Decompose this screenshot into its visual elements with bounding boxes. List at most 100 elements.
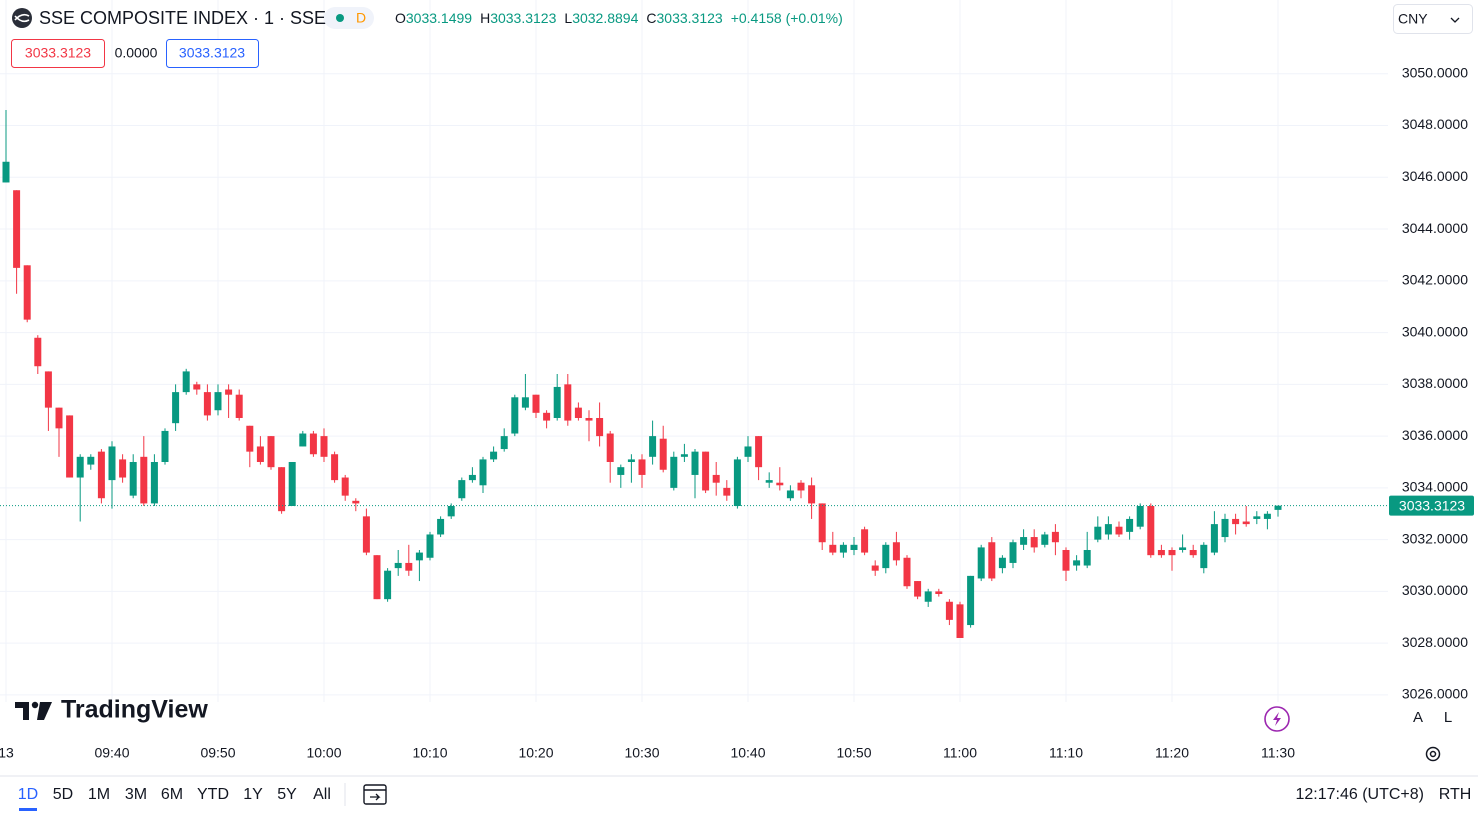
x-tick-label: 10:40 [730,745,765,761]
candle-body [267,436,275,468]
x-tick-label: 10:30 [624,745,659,761]
candle-body [511,397,519,434]
plot-area [0,0,1388,702]
range-buttons: 1D 5D 1M 3M 6M YTD 1Y 5Y All [18,786,331,811]
currency-select[interactable] [1393,4,1473,34]
logo-mark [15,702,29,720]
candle-body [161,430,169,462]
candle-body [956,604,964,638]
x-tick-label: 09:40 [94,745,129,761]
lightning-icon [1273,712,1281,726]
range-button[interactable]: 5D [53,786,73,803]
goto-date-button[interactable] [363,784,387,805]
calendar-arrow [370,793,381,801]
range-button[interactable]: 1Y [243,786,263,803]
last-price-label: 3033.3123 [1399,497,1465,513]
y-tick-label: 3032.0000 [1402,530,1468,546]
candle-body [574,407,582,418]
candle-body [702,451,710,491]
candle-body [977,547,985,579]
candle-body [1073,560,1081,566]
ohlc-value: 3033.3123 [657,10,723,26]
symbol-header[interactable]: SSE COMPOSITE INDEX · 1 · SSE [12,8,326,28]
candle-body [362,516,370,553]
calendar-icon [363,784,387,805]
candle-body [458,480,466,499]
range-button[interactable]: 1M [88,786,110,803]
candle-body [1189,549,1197,556]
candle-body [1179,547,1187,550]
candle-body [733,459,741,506]
lightning-button[interactable] [1264,706,1290,732]
candle-body [532,394,540,413]
y-tick-label: 3034.0000 [1402,479,1468,495]
candle-body [914,581,922,597]
candle-body [871,565,879,571]
candle-body [426,534,434,558]
candle-body [744,446,752,457]
logo-mark-slash [37,702,52,720]
log-scale-label: L [1444,709,1452,726]
candle-body [23,265,31,320]
symbol-icon-glyph [14,13,30,23]
auto-scale-button[interactable] [1406,705,1430,729]
x-tick-label: 10:00 [306,745,341,761]
candle-body [1200,544,1208,569]
candle-body [246,425,254,452]
ohlc-legend: O3033.1499 H3033.3123 L3032.8894 C3033.3123… [395,10,843,26]
candle-body [924,591,932,602]
candle-body [140,456,148,504]
settings-button[interactable] [1425,746,1441,762]
candle-body [172,392,180,424]
ohlc-key: L [564,10,572,26]
session[interactable]: RTH [1439,786,1472,803]
candle-body [967,575,975,626]
range-button[interactable]: YTD [197,786,229,803]
status-pill[interactable] [324,7,374,29]
range-button[interactable]: 6M [161,786,183,803]
candle-body [119,459,127,478]
candle-body [988,542,996,579]
candle-body [521,397,529,408]
candle-body [850,544,858,550]
buy-button[interactable] [166,39,259,68]
candle-body [659,438,667,470]
candle-body [670,456,678,488]
candle-body [225,389,233,395]
candle-body [352,500,360,504]
candle-body [87,456,95,465]
x-tick-label: 10:50 [836,745,871,761]
candle-body [447,505,455,517]
range-button[interactable]: All [313,786,331,803]
candle-body [1274,505,1282,510]
ohlc-value: 3032.8894 [572,10,638,26]
candle-body [320,436,328,457]
candle-body [723,487,731,496]
interval-badge: D [356,10,366,26]
range-button[interactable]: 1D [18,786,38,803]
y-tick-label: 3042.0000 [1402,272,1468,288]
tradingview-logo: TradingView [15,696,208,724]
x-tick-label: 11:30 [1261,745,1295,761]
ohlc-value: 3033.1499 [406,10,472,26]
log-scale-button[interactable] [1436,705,1460,729]
candle-body [394,562,402,569]
range-button[interactable]: 5Y [277,786,297,803]
range-button[interactable]: 3M [125,786,147,803]
candle-body [638,459,646,475]
symbol-icon [12,8,32,28]
chevron [1450,17,1460,23]
price-scale: 3026.0000 3028.0000 3030.0000 3032.0000 3034… [1402,64,1468,701]
candle-body [945,601,953,620]
candle-body [892,542,900,561]
candle-body [808,485,816,504]
candle-body [903,557,911,587]
candle-body [1104,524,1112,535]
candle-body [415,552,423,561]
candle-body [256,446,264,462]
currency-label: CNY [1398,11,1428,27]
candle-body [1157,549,1165,556]
candle-body [627,459,635,462]
sell-button[interactable] [11,39,105,68]
